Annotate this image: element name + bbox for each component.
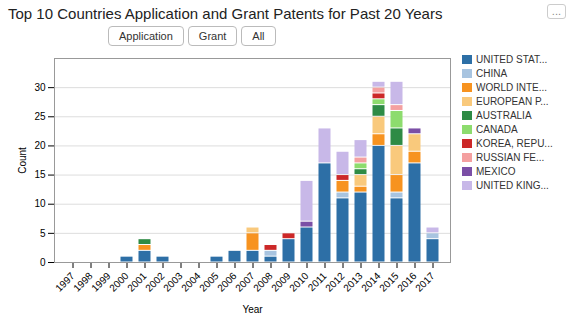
svg-text:30: 30	[34, 82, 46, 93]
svg-text:1998: 1998	[71, 270, 95, 294]
svg-text:Year: Year	[242, 304, 263, 315]
svg-text:2015: 2015	[377, 270, 401, 294]
svg-text:2001: 2001	[125, 270, 149, 294]
html-text:UNITED STAT...: UNITED STAT...	[476, 54, 548, 65]
html-text:EUROPEAN P...: EUROPEAN P...	[476, 96, 549, 107]
svg-text:2017: 2017	[413, 270, 437, 294]
svg-text:1997: 1997	[53, 270, 77, 294]
html-text:WORLD INTE...: WORLD INTE...	[476, 82, 548, 93]
html-text:Application: Application	[119, 30, 173, 42]
html-text:All: All	[252, 30, 265, 42]
svg-text:20: 20	[34, 140, 46, 151]
html-text:Top 10 Countries Application a: Top 10 Countries Application and Grant P…	[8, 5, 443, 22]
html-text:CHINA: CHINA	[476, 68, 508, 79]
svg-text:25: 25	[34, 111, 46, 122]
svg-text:15: 15	[34, 169, 46, 180]
html-text:MEXICO: MEXICO	[476, 166, 516, 177]
svg-text:2009: 2009	[269, 270, 293, 294]
svg-text:2016: 2016	[395, 270, 419, 294]
html-text:UNITED KING...: UNITED KING...	[476, 180, 549, 191]
svg-text:2002: 2002	[143, 270, 167, 294]
svg-text:1999: 1999	[89, 270, 113, 294]
svg-text:2011: 2011	[306, 270, 329, 293]
svg-text:2013: 2013	[341, 270, 365, 294]
html-text:RUSSIAN FE...: RUSSIAN FE...	[476, 152, 545, 163]
svg-text:2014: 2014	[359, 270, 383, 294]
svg-text:2010: 2010	[287, 270, 311, 294]
html-text:Grant: Grant	[198, 30, 227, 42]
svg-text:2000: 2000	[107, 270, 131, 294]
svg-text:2006: 2006	[215, 270, 239, 294]
svg-text:10: 10	[34, 198, 46, 209]
svg-text:2007: 2007	[233, 270, 257, 294]
svg-text:2005: 2005	[197, 270, 221, 294]
svg-text:2012: 2012	[323, 270, 347, 294]
svg-text:2004: 2004	[179, 270, 203, 294]
html-text:CANADA: CANADA	[476, 124, 518, 135]
html-text:AUSTRALIA: AUSTRALIA	[476, 110, 532, 121]
svg-text:2003: 2003	[161, 270, 185, 294]
svg-text:2008: 2008	[251, 270, 275, 294]
svg-text:Count: Count	[17, 147, 28, 174]
svg-text:0: 0	[40, 257, 46, 268]
html-text:KOREA, REPU...: KOREA, REPU...	[476, 138, 553, 149]
svg-text:5: 5	[40, 228, 46, 239]
